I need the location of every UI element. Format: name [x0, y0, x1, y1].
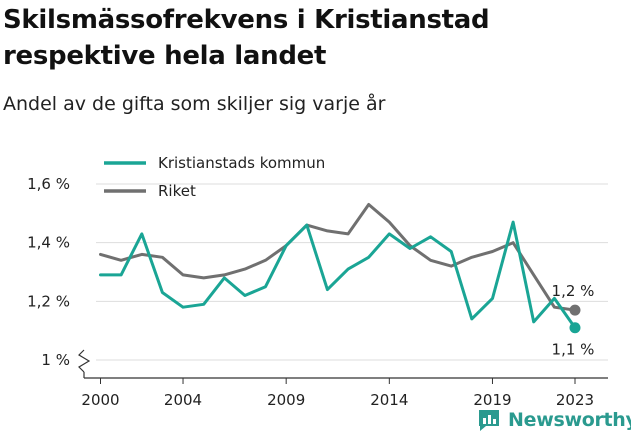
series-line	[99, 203, 577, 312]
x-tick-label: 2004	[164, 391, 202, 409]
legend-label: Kristianstads kommun	[158, 154, 325, 172]
series-lines	[99, 203, 581, 334]
y-tick-label: 1,4 %	[27, 234, 70, 252]
x-tick-label: 2019	[473, 391, 511, 409]
x-tick-label: 2014	[370, 391, 408, 409]
end-labels: 1,2 % 1,1 %	[552, 282, 595, 359]
y-axis: 1 % 1,2 % 1,4 % 1,6 %	[27, 175, 91, 378]
end-value-label: 1,2 %	[552, 282, 595, 300]
legend: Kristianstads kommun Riket	[104, 154, 325, 200]
x-tick-label: 2023	[556, 391, 594, 409]
end-value-label: 1,1 %	[552, 341, 595, 359]
legend-label: Riket	[158, 182, 196, 200]
chart-subtitle: Andel av de gifta som skiljer sig varje …	[3, 93, 386, 115]
y-tick-label: 1,6 %	[27, 175, 70, 193]
x-tick-label: 2000	[81, 391, 119, 409]
brand-name: Newsworthy	[508, 409, 631, 431]
grid-lines	[96, 183, 608, 361]
axis-break-icon	[78, 349, 91, 373]
end-point	[569, 304, 581, 316]
y-tick-label: 1,2 %	[27, 292, 70, 310]
newsworthy-logo: Newsworthy	[476, 405, 631, 435]
y-tick-label: 1 %	[41, 351, 70, 369]
series-line	[99, 220, 577, 330]
chart-title: Skilsmässofrekvens i Kristianstad respek…	[3, 5, 490, 71]
newsworthy-icon	[479, 410, 499, 431]
end-point	[569, 322, 581, 334]
x-axis: 2000 2004 2009 2014 2019 2023	[81, 377, 608, 409]
x-tick-label: 2009	[267, 391, 305, 409]
